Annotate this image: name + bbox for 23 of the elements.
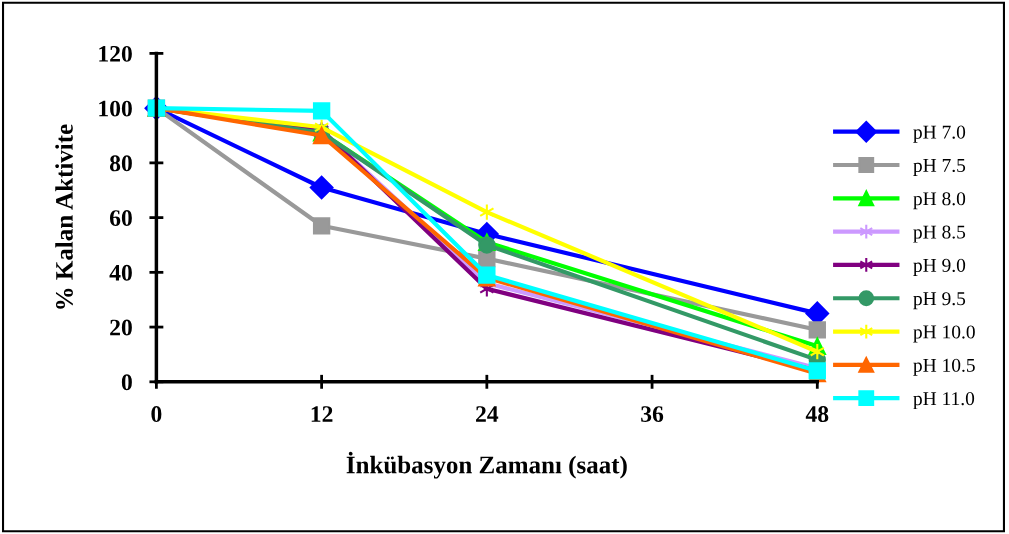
x-tick-label: 12	[311, 406, 333, 422]
x-tick-label: 48	[805, 406, 829, 423]
legend-label: pH 9.0	[913, 258, 966, 276]
y-tick-label: 80	[109, 155, 132, 172]
x-tick-label: 0	[151, 406, 162, 423]
legend-label: pH 7.5	[913, 159, 966, 176]
legend-label: pH 10.5	[913, 358, 975, 376]
x-tick-label: 24	[476, 406, 499, 422]
legend-label: pH 8.5	[913, 225, 966, 243]
y-tick-label: 0	[121, 374, 132, 391]
legend-label: pH 8.0	[913, 192, 966, 210]
y-axis-title: % Kalan Aktivite	[55, 124, 73, 309]
legend-label: pH 7.0	[913, 125, 966, 143]
legend-label: pH 10.0	[913, 325, 975, 343]
legend-label: pH 9.5	[913, 292, 966, 310]
y-tick-label: 40	[109, 264, 132, 281]
x-tick-label: 36	[641, 406, 664, 423]
y-tick-label: 20	[110, 319, 132, 336]
legend-label: pH 11.0	[913, 392, 975, 410]
y-tick-label: 60	[109, 210, 132, 227]
y-tick-label: 100	[99, 100, 132, 117]
y-tick-label: 120	[99, 45, 132, 62]
x-axis-title: İnkübasyon Zamanı (saat)	[346, 451, 627, 479]
